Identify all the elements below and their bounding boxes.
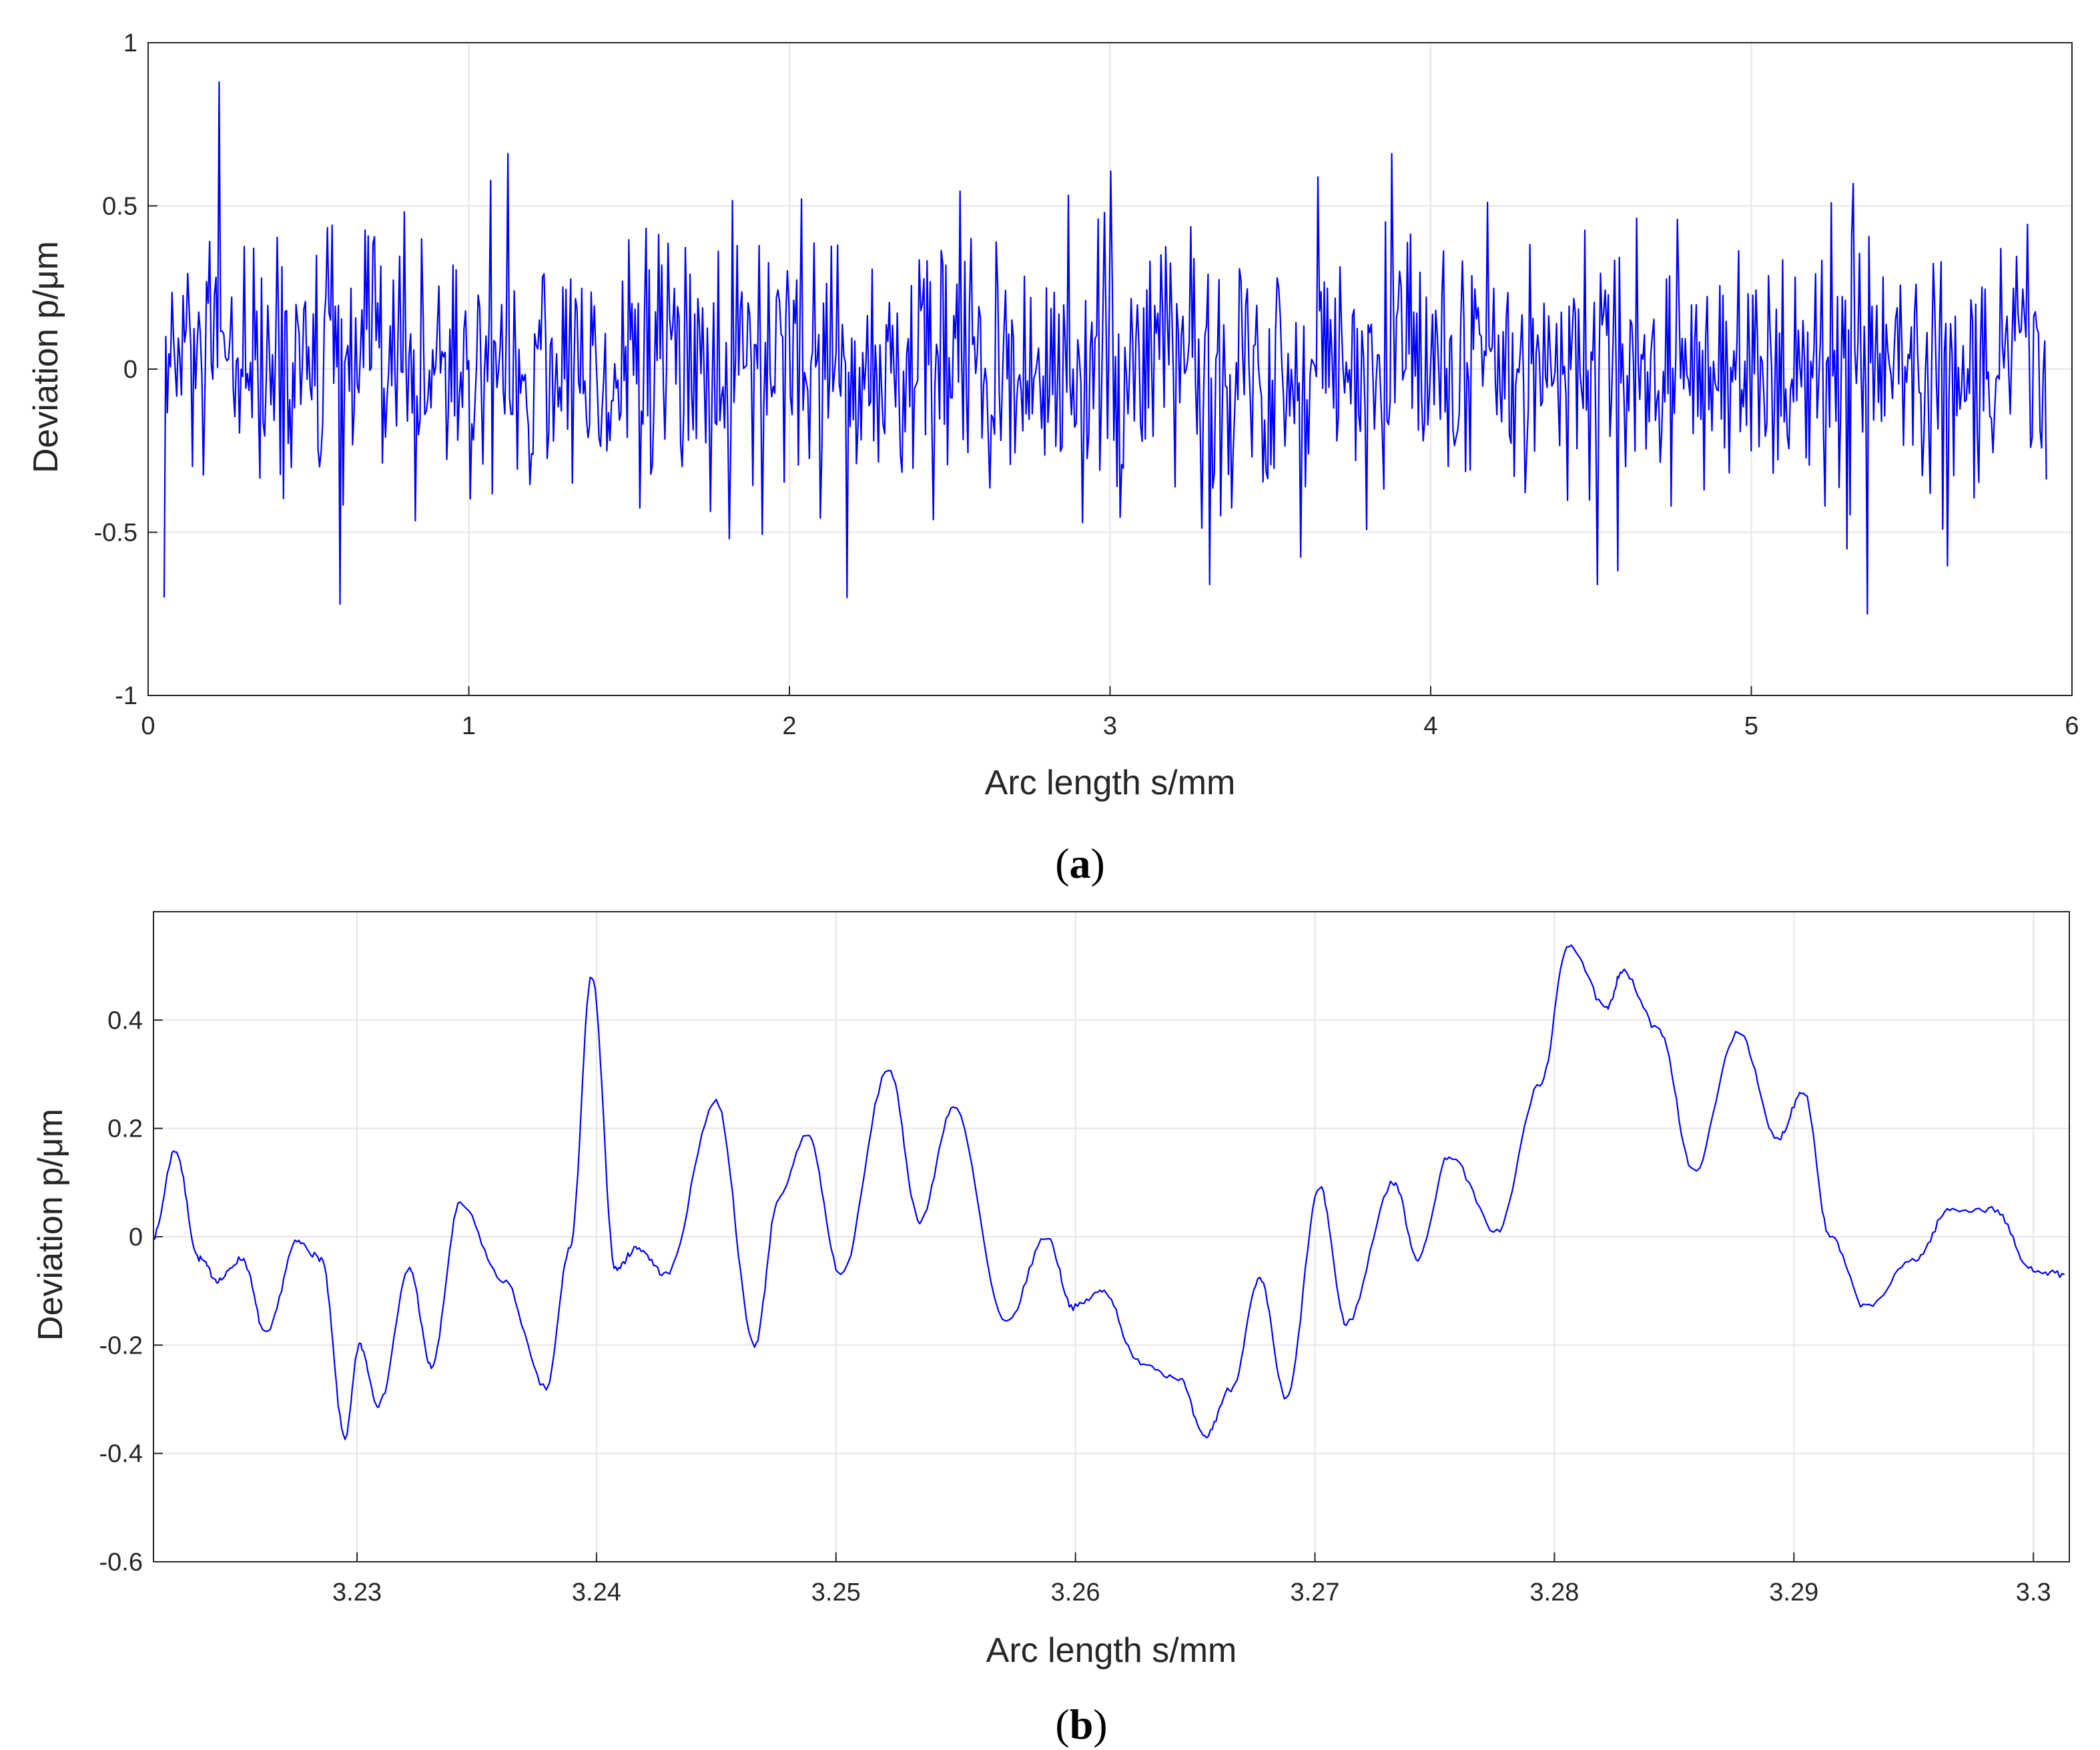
x-tick-label: 3.26: [1051, 1578, 1100, 1607]
chart-b: 3.23 3.24 3.25 3.26 3.27 3.28 3.29 3.3 -0.6 -0.4 -…: [31, 911, 2070, 1748]
panel-label-a: (a): [1055, 840, 1105, 887]
y-tick-label: 0.4: [107, 1006, 143, 1035]
x-tick-label: 3.3: [2016, 1578, 2051, 1607]
y-tick-label: 0: [123, 356, 137, 384]
y-axis-label-b: Deviation p/μm: [31, 1109, 70, 1341]
panel-label-b: (b): [1055, 1701, 1107, 1748]
panel-label-a-letter: a: [1070, 840, 1091, 887]
panel-label-b-open: (: [1055, 1701, 1069, 1748]
y-tick-label: -0.5: [94, 519, 137, 547]
x-tick-label: 4: [1423, 712, 1437, 740]
ticks-a: 0 1 2 3 4 5 6 -1 -0.5 0 0.5 1: [94, 29, 2079, 740]
x-tick-label: 3.27: [1291, 1578, 1340, 1607]
chart-a: 0 1 2 3 4 5 6 -1 -0.5 0 0.5 1 Arc length s/mm Devia…: [27, 29, 2079, 887]
y-tick-label: 0: [129, 1223, 143, 1251]
ticks-b: 3.23 3.24 3.25 3.26 3.27 3.28 3.29 3.3 -0.6 -0.4 -…: [99, 1006, 2051, 1607]
y-tick-label: -0.6: [99, 1548, 143, 1576]
y-tick-label: -0.4: [99, 1440, 143, 1468]
y-tick-label: -1: [115, 682, 137, 710]
x-tick-label: 0: [141, 712, 155, 740]
x-axis-label-a: Arc length s/mm: [985, 764, 1236, 802]
y-tick-label: 0.2: [107, 1115, 143, 1143]
x-tick-label: 3.24: [572, 1578, 621, 1607]
x-tick-label: 3.25: [811, 1578, 861, 1607]
x-tick-label: 2: [782, 712, 796, 740]
panel-label-b-close: ): [1093, 1701, 1107, 1748]
x-tick-label: 3.29: [1769, 1578, 1818, 1607]
x-tick-label: 1: [462, 712, 476, 740]
x-tick-label: 3.28: [1529, 1578, 1579, 1607]
panel-label-a-open: (: [1055, 840, 1069, 887]
x-axis-label-b: Arc length s/mm: [986, 1631, 1237, 1670]
panel-label-a-close: ): [1091, 840, 1105, 887]
y-tick-label: 1: [123, 29, 137, 57]
x-tick-label: 3: [1103, 712, 1117, 740]
y-axis-label-a: Deviation p/μm: [27, 241, 65, 473]
x-tick-label: 6: [2065, 712, 2079, 740]
series-line-b: [153, 944, 2065, 1440]
y-tick-label: 0.5: [102, 193, 137, 221]
x-tick-label: 5: [1744, 712, 1758, 740]
x-tick-label: 3.23: [332, 1578, 382, 1607]
series-line-a: [163, 81, 2047, 615]
panel-label-b-letter: b: [1070, 1701, 1094, 1748]
y-tick-label: -0.2: [99, 1332, 143, 1360]
grid-b: [153, 912, 2069, 1562]
